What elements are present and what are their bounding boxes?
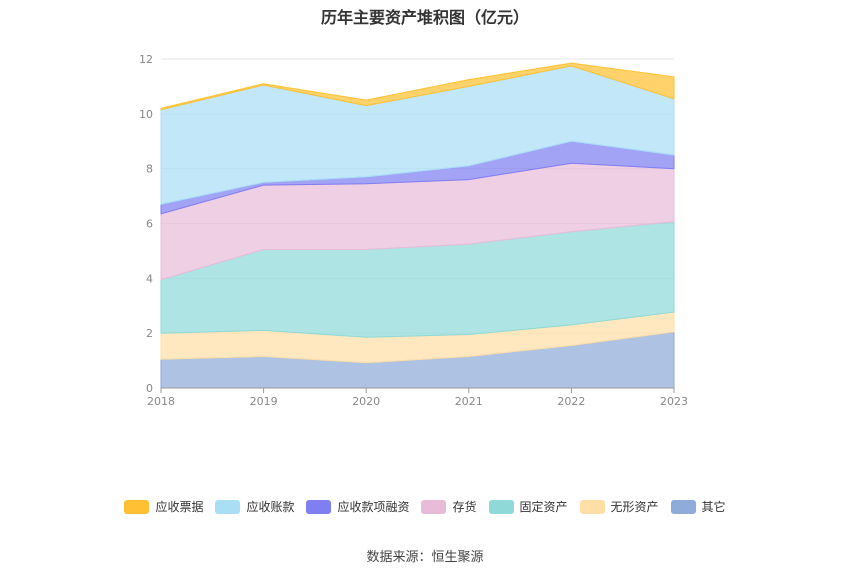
y-tick-label: 6 bbox=[146, 218, 153, 231]
chart-title: 历年主要资产堆积图（亿元） bbox=[320, 8, 529, 27]
legend-label: 固定资产 bbox=[519, 500, 568, 514]
legend-label: 应收款项融资 bbox=[337, 500, 410, 514]
x-tick-label: 2020 bbox=[352, 395, 380, 408]
x-tick-label: 2021 bbox=[455, 395, 483, 408]
y-tick-label: 8 bbox=[146, 163, 153, 176]
x-tick-label: 2023 bbox=[660, 395, 688, 408]
x-tick-label: 2018 bbox=[147, 395, 175, 408]
legend-item[interactable]: 其它 bbox=[670, 498, 726, 515]
axes: 0 2 4 6 8 10 12 2018 2019 2020 2021 2022 2023 bbox=[139, 53, 688, 408]
legend-swatch bbox=[215, 499, 241, 514]
legend-swatch bbox=[124, 499, 150, 514]
legend-label: 存货 bbox=[452, 500, 477, 514]
legend-swatch bbox=[306, 499, 332, 514]
legend-label: 无形资产 bbox=[610, 500, 659, 514]
legend-item[interactable]: 无形资产 bbox=[579, 498, 659, 515]
legend-label: 应收账款 bbox=[246, 500, 295, 514]
legend-item[interactable]: 固定资产 bbox=[488, 498, 568, 515]
legend-item[interactable]: 应收款项融资 bbox=[306, 498, 409, 515]
legend-item[interactable]: 存货 bbox=[421, 498, 477, 515]
x-tick-label: 2022 bbox=[557, 395, 585, 408]
legend-swatch bbox=[421, 499, 447, 514]
y-tick-label: 4 bbox=[146, 272, 153, 285]
x-tick-label: 2019 bbox=[250, 395, 278, 408]
legend-item[interactable]: 应收票据 bbox=[124, 498, 203, 515]
legend-swatch bbox=[670, 499, 696, 514]
legend-item[interactable]: 应收账款 bbox=[215, 498, 294, 515]
y-tick-label: 2 bbox=[146, 327, 153, 340]
area-6 bbox=[160, 62, 675, 111]
legend-label: 其它 bbox=[701, 500, 726, 514]
legend-swatch bbox=[579, 499, 605, 514]
legend-swatch bbox=[488, 499, 514, 514]
legend-label: 应收票据 bbox=[155, 500, 204, 514]
y-tick-label: 10 bbox=[139, 108, 153, 121]
y-tick-label: 0 bbox=[146, 382, 153, 395]
area-series bbox=[160, 62, 675, 389]
y-tick-label: 12 bbox=[139, 53, 153, 66]
data-source: 数据来源：恒生聚源 bbox=[366, 550, 484, 565]
legend: 应收票据 应收账款 应收款项融资 存货 固定资产 无形资产 其它 bbox=[0, 498, 850, 515]
